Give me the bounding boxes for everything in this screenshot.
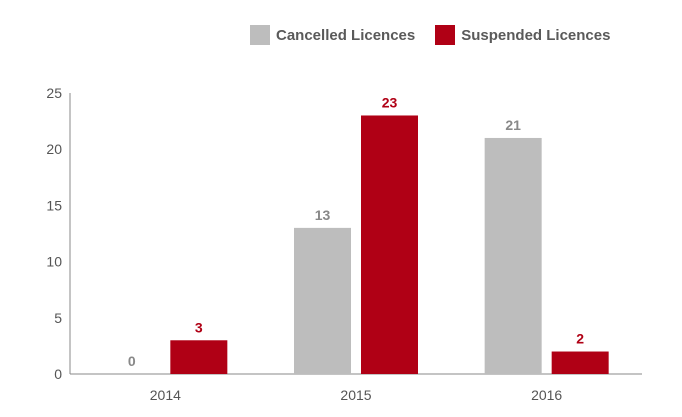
- data-label: 2: [576, 331, 584, 347]
- x-tick-label: 2015: [340, 387, 371, 403]
- legend-label-cancelled: Cancelled Licences: [276, 26, 416, 44]
- y-tick-label: 0: [54, 366, 62, 382]
- legend-item-suspended: Suspended Licences: [435, 25, 610, 45]
- bar-cancelled-licences: [484, 137, 542, 374]
- x-tick-label: 2016: [531, 387, 562, 403]
- data-label: 3: [195, 319, 203, 335]
- legend-swatch-cancelled: [250, 25, 270, 45]
- bar-suspended-licences: [551, 351, 609, 374]
- y-tick-label: 15: [46, 197, 62, 213]
- data-label: 21: [505, 117, 521, 133]
- legend-swatch-suspended: [435, 25, 456, 45]
- bar-cancelled-licences: [294, 227, 351, 374]
- x-tick-label: 2014: [150, 387, 181, 403]
- y-tick-label: 20: [46, 141, 62, 157]
- y-tick-label: 25: [46, 85, 62, 101]
- data-label: 13: [315, 207, 331, 223]
- y-tick-label: 10: [46, 254, 62, 270]
- data-label: 0: [128, 353, 136, 369]
- legend-item-cancelled: Cancelled Licences: [250, 25, 415, 45]
- chart-legend: Cancelled Licences Suspended Licences: [250, 25, 630, 45]
- bar-suspended-licences: [361, 115, 418, 374]
- bar-suspended-licences: [170, 340, 228, 374]
- y-tick-label: 5: [54, 310, 62, 326]
- data-label: 23: [382, 94, 398, 110]
- legend-label-suspended: Suspended Licences: [461, 26, 611, 44]
